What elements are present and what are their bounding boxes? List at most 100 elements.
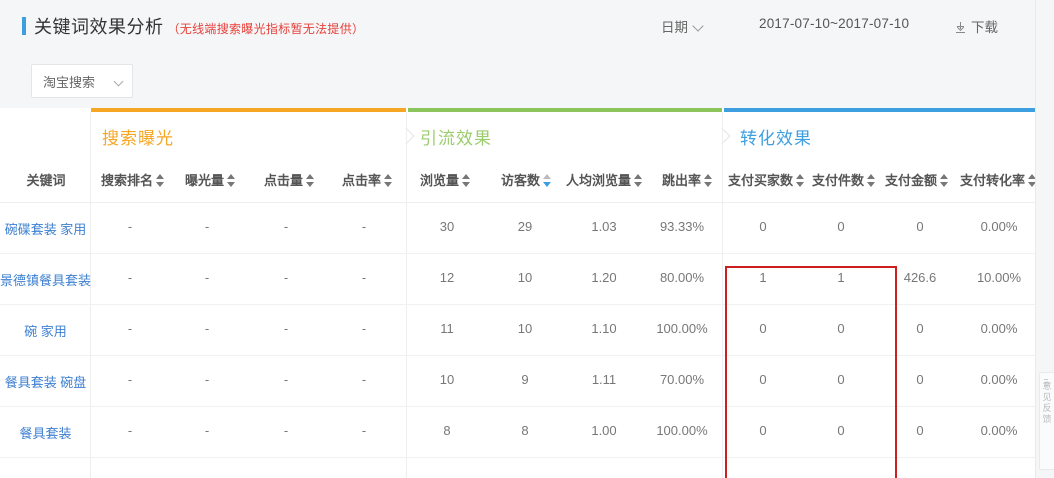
column-header-label: 人均浏览量 <box>566 173 632 188</box>
table-cell: 1.20 <box>591 270 617 285</box>
date-type-label: 日期 <box>661 20 688 35</box>
sort-arrows-icon[interactable] <box>1028 174 1036 187</box>
table-cell: 10 <box>517 321 533 336</box>
table-cell: 30 <box>439 219 455 234</box>
column-header-paid-items[interactable]: 支付件数 <box>812 170 876 189</box>
column-header-search-rank[interactable]: 搜索排名 <box>101 170 165 189</box>
group-bar-search-exposure <box>91 108 406 112</box>
table-cell: 1.03 <box>591 219 617 234</box>
column-header-keyword: 关键词 <box>26 173 66 188</box>
column-header-clicks[interactable]: 点击量 <box>264 170 315 189</box>
date-type-selector[interactable]: 日期 <box>661 16 702 36</box>
column-header-label: 支付件数 <box>812 173 865 188</box>
table-cell: 100.00% <box>656 423 708 438</box>
keyword-link[interactable]: 碗 家用 <box>24 324 67 339</box>
keyword-link[interactable]: 碗碟套装 家用 <box>4 222 87 237</box>
sort-arrows-icon[interactable] <box>940 174 949 187</box>
column-header-label: 浏览量 <box>420 173 460 188</box>
column-header-ctr[interactable]: 点击率 <box>342 170 393 189</box>
table-cell: - <box>361 423 367 438</box>
column-header-paying-buyers[interactable]: 支付买家数 <box>728 170 805 189</box>
column-divider <box>90 112 91 478</box>
sort-arrows-icon[interactable] <box>306 174 315 187</box>
table-cell: - <box>283 423 289 438</box>
column-header-bounce-rate[interactable]: 跳出率 <box>662 170 713 189</box>
sort-arrows-icon[interactable] <box>156 174 165 187</box>
table-cell: - <box>283 372 289 387</box>
date-range-display[interactable]: 2017-07-10~2017-07-10 <box>759 16 910 31</box>
sort-arrows-icon[interactable] <box>543 174 552 187</box>
table-cell: 0 <box>837 423 845 438</box>
table-cell: 8 <box>521 423 529 438</box>
sort-arrows-icon[interactable] <box>704 174 713 187</box>
table-cell: 0 <box>759 219 767 234</box>
keyword-table-panel: 搜索曝光 引流效果 转化效果 关键词 搜索排名 曝光量 点击量 点击率 浏览量 … <box>0 108 1036 478</box>
table-row: 餐具套装 - - - - 8 8 1.00 100.00% 0 0 0 0.00% <box>0 406 1036 458</box>
table-cell: - <box>204 423 210 438</box>
group-bar-traffic-effect <box>408 108 722 112</box>
table-row <box>0 457 1036 478</box>
table-cell: 1.10 <box>591 321 617 336</box>
column-header-label: 点击量 <box>264 173 304 188</box>
table-cell: 29 <box>517 219 533 234</box>
keyword-link[interactable]: 景德镇餐具套装 <box>0 273 92 288</box>
page-title: 关键词效果分析 <box>34 17 164 37</box>
keyword-cell[interactable]: 餐具套装 碗盘 <box>0 355 91 406</box>
column-header-label: 支付金额 <box>885 173 938 188</box>
keyword-cell[interactable]: 餐具套装 <box>0 406 91 457</box>
sort-arrows-icon[interactable] <box>867 174 876 187</box>
channel-select[interactable]: 淘宝搜索 <box>31 64 133 98</box>
feedback-tab[interactable]: 意见反馈 <box>1039 372 1054 470</box>
table-cell: 1.00 <box>591 423 617 438</box>
keyword-cell[interactable]: 景德镇餐具套装 <box>0 253 91 304</box>
table-row: 餐具套装 碗盘 - - - - 10 9 1.11 70.00% 0 0 0 0.00% <box>0 355 1036 407</box>
group-bar-conversion-effect <box>724 108 1036 112</box>
table-cell: - <box>204 321 210 336</box>
table-cell: 0 <box>916 219 924 234</box>
table-cell: 1 <box>837 270 845 285</box>
table-cell: 0.00% <box>980 423 1018 438</box>
table-cell: 93.33% <box>659 219 705 234</box>
table-cell: 0 <box>837 372 845 387</box>
table-cell: 100.00% <box>656 321 708 336</box>
sort-arrows-icon[interactable] <box>384 174 393 187</box>
group-label-conversion-effect: 转化效果 <box>740 129 812 148</box>
column-header-conversion-rate[interactable]: 支付转化率 <box>960 170 1036 189</box>
column-header-label: 曝光量 <box>185 173 225 188</box>
group-divider-notch <box>716 126 730 150</box>
table-cell: - <box>283 219 289 234</box>
table-cell: 426.6 <box>903 270 937 285</box>
title-accent-bar <box>22 17 26 35</box>
sort-arrows-icon[interactable] <box>796 174 805 187</box>
table-cell: 0 <box>759 321 767 336</box>
keyword-cell[interactable]: 碗碟套装 家用 <box>0 202 91 253</box>
table-row: 景德镇餐具套装 - - - - 12 10 1.20 80.00% 1 1 426.6 10.00% <box>0 253 1036 305</box>
table-cell: 10 <box>517 270 533 285</box>
page-header: 关键词效果分析 （无线端搜索曝光指标暂无法提供） 日期 2017-07-10~2… <box>0 0 1036 56</box>
sort-arrows-icon[interactable] <box>227 174 236 187</box>
column-header-visitors[interactable]: 访客数 <box>501 170 552 189</box>
keyword-link[interactable]: 餐具套装 碗盘 <box>4 375 87 390</box>
group-label-traffic-effect: 引流效果 <box>420 129 492 148</box>
table-cell: 0 <box>759 372 767 387</box>
table-cell: 9 <box>521 372 529 387</box>
keyword-link[interactable]: 餐具套装 <box>19 426 72 441</box>
sort-arrows-icon[interactable] <box>462 174 471 187</box>
download-button[interactable]: 下载 <box>956 16 998 36</box>
table-cell: 0.00% <box>980 372 1018 387</box>
page-title-group: 关键词效果分析 （无线端搜索曝光指标暂无法提供） <box>22 13 364 39</box>
table-cell: 1 <box>759 270 767 285</box>
sort-arrows-icon[interactable] <box>634 174 643 187</box>
table-cell: 0 <box>837 321 845 336</box>
column-header-impressions[interactable]: 曝光量 <box>185 170 236 189</box>
table-cell: 0 <box>759 423 767 438</box>
table-cell: - <box>361 219 367 234</box>
column-header-pageviews[interactable]: 浏览量 <box>420 170 471 189</box>
chevron-down-icon <box>115 73 122 88</box>
download-label: 下载 <box>971 20 998 35</box>
column-header-paid-amount[interactable]: 支付金额 <box>885 170 949 189</box>
table-cell: 12 <box>439 270 455 285</box>
column-header-avg-pageviews[interactable]: 人均浏览量 <box>566 170 643 189</box>
keyword-cell[interactable]: 碗 家用 <box>0 304 91 355</box>
